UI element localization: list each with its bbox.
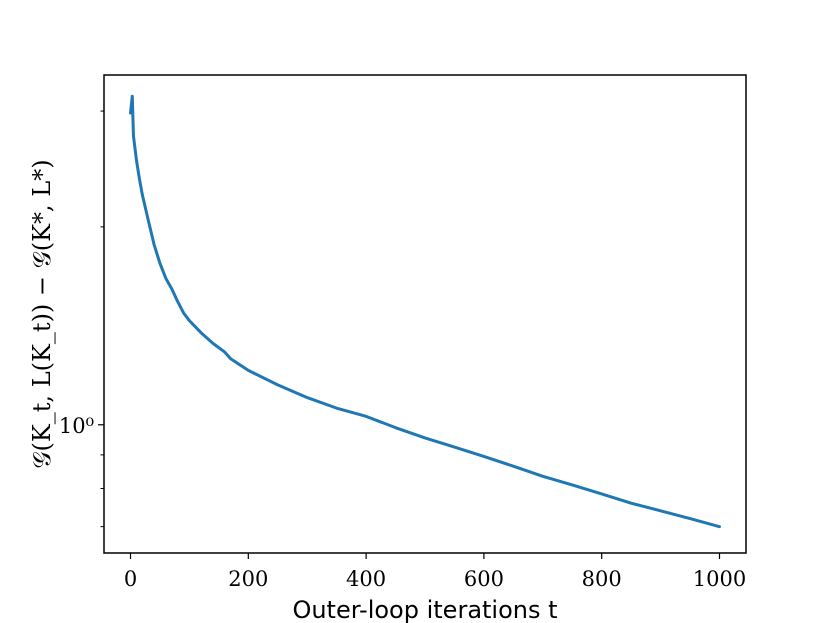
x-axis-label: Outer-loop iterations t <box>292 596 557 623</box>
series-layer <box>129 94 721 529</box>
x-tick-label: 200 <box>228 567 268 591</box>
x-tick-label: 800 <box>582 567 622 591</box>
x-axis-ticks: 0 200 400 600 800 1000 <box>124 553 746 591</box>
y-tick-label: 10⁰ <box>59 414 94 438</box>
x-tick-label: 1000 <box>693 567 746 591</box>
y-axis-label: 𝒢(K_t, L(K_t)) − 𝒢(K*, L*) <box>28 159 56 468</box>
plot-area-frame <box>103 74 747 554</box>
x-tick-label: 400 <box>346 567 386 591</box>
x-tick-label: 0 <box>124 567 137 591</box>
y-axis-ticks: 10⁰ <box>59 110 104 528</box>
x-tick-label: 600 <box>464 567 504 591</box>
series-line <box>129 94 721 529</box>
